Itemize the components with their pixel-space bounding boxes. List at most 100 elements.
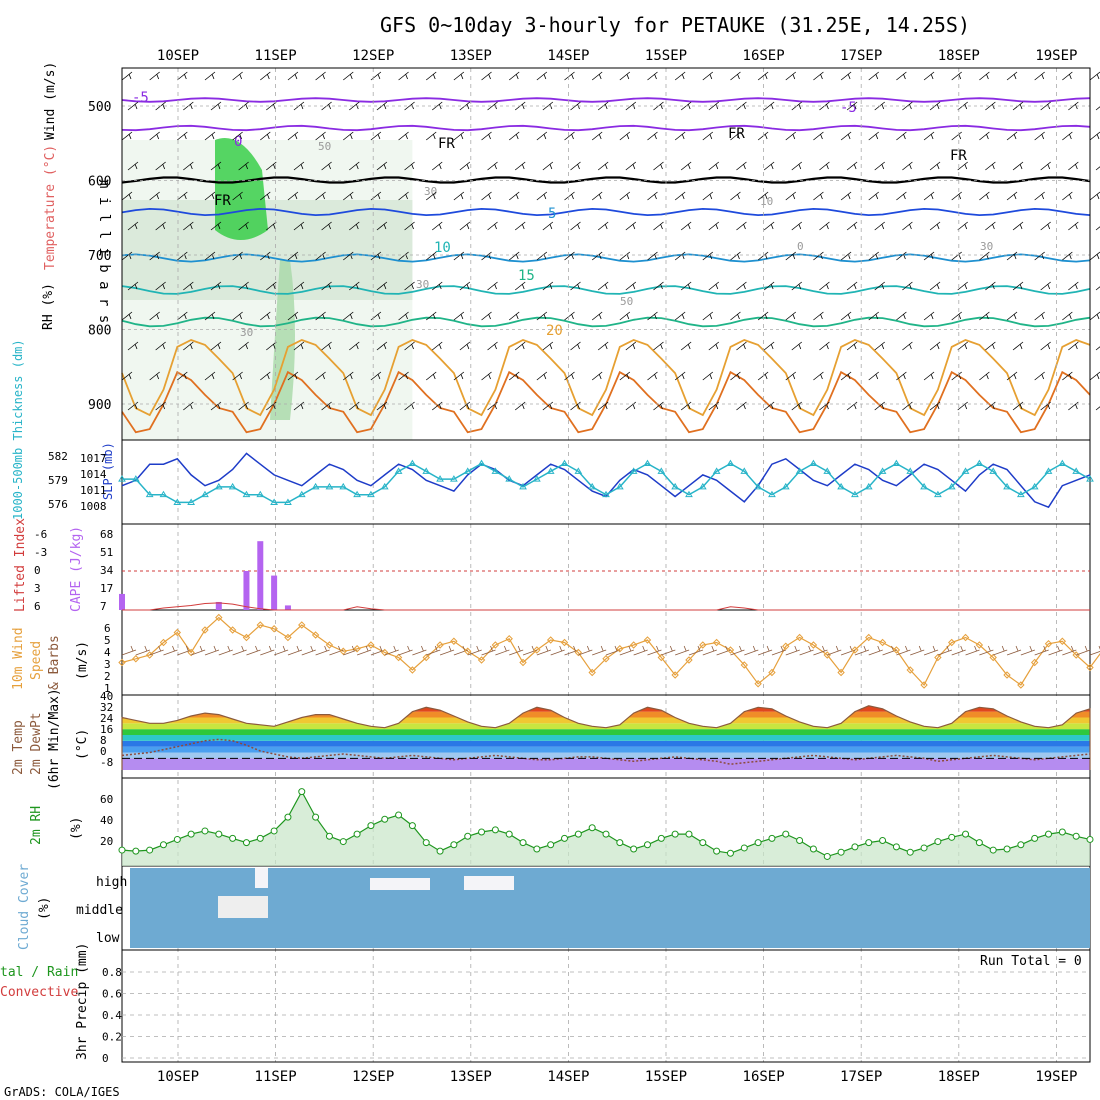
profile-wind-barb bbox=[536, 371, 548, 381]
wind-barb bbox=[605, 645, 621, 656]
profile-wind-barb bbox=[591, 251, 603, 261]
cloud-tick: middle bbox=[76, 903, 123, 918]
profile-wind-barb bbox=[840, 71, 852, 81]
profile-wind-barb bbox=[647, 311, 658, 321]
wind-speed-point bbox=[118, 658, 126, 667]
wind-barb bbox=[1076, 645, 1091, 656]
thickness-point bbox=[367, 490, 375, 498]
wind-barb bbox=[771, 645, 787, 656]
thickness-point bbox=[297, 490, 306, 498]
profile-wind-barb bbox=[177, 71, 188, 81]
date-label-bottom: 10SEP bbox=[157, 1069, 199, 1085]
profile-wind-barb bbox=[238, 221, 249, 231]
rh2m-point bbox=[353, 830, 361, 838]
profile-wind-barb bbox=[763, 221, 775, 231]
rh2m-area bbox=[122, 791, 1090, 866]
wind-speed-point bbox=[699, 641, 707, 649]
profile-wind-barb bbox=[453, 251, 465, 261]
rh-contour-label-7: 50 bbox=[620, 295, 633, 308]
wind-speed-point bbox=[367, 641, 375, 649]
profile-wind-barb bbox=[183, 221, 194, 231]
profile-wind-barb bbox=[846, 401, 858, 411]
profile-wind-barb bbox=[398, 131, 409, 141]
cloud-tick: high bbox=[96, 875, 127, 890]
rh2m-point bbox=[505, 830, 513, 838]
cape-panel-frame bbox=[121, 523, 1091, 611]
rh2m-point bbox=[616, 839, 624, 847]
thickness-point bbox=[491, 467, 500, 474]
date-label-bottom: 17SEP bbox=[840, 1069, 882, 1085]
rh2m-point bbox=[989, 846, 997, 854]
profile-wind-barb bbox=[597, 401, 609, 411]
wind-speed-point bbox=[740, 661, 748, 669]
profile-wind-barb bbox=[232, 191, 243, 201]
thickness-point bbox=[781, 482, 790, 490]
thickness-point bbox=[394, 467, 403, 474]
profile-wind-barb bbox=[542, 341, 554, 351]
profile-wind-barb bbox=[210, 401, 222, 411]
date-label-bottom: 15SEP bbox=[645, 1069, 687, 1085]
profile-wind-barb bbox=[929, 101, 941, 111]
slp-right-tick: 1011 bbox=[80, 484, 107, 497]
profile-wind-barb bbox=[985, 281, 996, 291]
precip-total-label: tal / Rain bbox=[0, 965, 78, 980]
profile-wind-barb bbox=[1034, 311, 1045, 321]
credit-label: GrADS: COLA/IGES bbox=[4, 1085, 120, 1099]
profile-wind-barb bbox=[957, 221, 968, 231]
wind-barb bbox=[287, 645, 303, 656]
profile-wind-barb bbox=[619, 71, 631, 81]
thickness-point bbox=[920, 482, 928, 490]
profile-wind-barb bbox=[1089, 311, 1100, 321]
profile-level-tick: 500 bbox=[88, 100, 111, 115]
rh2m-point bbox=[782, 830, 790, 838]
slp-left-tick: 582 bbox=[48, 450, 68, 463]
rh2m-point bbox=[726, 849, 734, 857]
thickness-point bbox=[159, 490, 168, 498]
wind-barb bbox=[467, 645, 482, 656]
rh-contour-label-4: 0 bbox=[797, 240, 804, 253]
cape-right-tick: 68 bbox=[100, 528, 113, 541]
profile-wind-barb bbox=[1095, 406, 1100, 411]
profile-wind-barb bbox=[813, 71, 824, 81]
isotherm-label-9: 15 bbox=[518, 268, 535, 284]
profile-wind-barb bbox=[343, 311, 354, 321]
temp-tick: 8 bbox=[100, 734, 107, 747]
profile-wind-barb bbox=[453, 371, 465, 381]
profile-wind-barb bbox=[321, 221, 332, 231]
profile-wind-barb bbox=[902, 341, 913, 351]
wind-barb bbox=[163, 645, 178, 656]
rh2m-point bbox=[823, 852, 831, 860]
cloud-high-gap bbox=[255, 868, 268, 888]
wind-speed-point bbox=[408, 666, 417, 674]
profile-wind-barb bbox=[1006, 191, 1018, 201]
wind-speed-point bbox=[533, 646, 541, 654]
profile-wind-barb bbox=[791, 221, 803, 231]
wind-barb bbox=[619, 645, 634, 656]
thickness-point bbox=[934, 490, 942, 498]
wind-barb bbox=[246, 645, 261, 656]
rh2m-point bbox=[574, 830, 582, 838]
cape-right-tick: 51 bbox=[100, 546, 113, 559]
wind-speed-point bbox=[823, 651, 831, 659]
profile-wind-barb bbox=[238, 161, 249, 171]
wind-barb bbox=[910, 645, 925, 656]
rh2m-point bbox=[837, 848, 845, 856]
profile-wind-barb bbox=[260, 131, 271, 141]
cloud-unit: (%) bbox=[37, 897, 52, 920]
profile-wind-barb bbox=[459, 401, 471, 411]
profile-wind-barb bbox=[514, 341, 526, 351]
profile-wind-barb bbox=[819, 281, 830, 291]
thickness-point bbox=[118, 475, 126, 482]
profile-wind-barb bbox=[791, 281, 803, 291]
profile-wind-barb bbox=[736, 281, 747, 291]
profile-wind-barb bbox=[923, 191, 935, 201]
wind-barb bbox=[827, 645, 842, 656]
profile-wind-barb bbox=[702, 311, 714, 321]
wind-barb bbox=[688, 645, 704, 656]
rh2m-point bbox=[865, 839, 873, 847]
rh2m-point bbox=[588, 824, 596, 832]
profile-wind-barb bbox=[1034, 71, 1045, 81]
profile-wind-barb bbox=[1006, 131, 1018, 141]
profile-wind-barb bbox=[370, 191, 382, 201]
cape-left-tick: 6 bbox=[34, 600, 41, 613]
